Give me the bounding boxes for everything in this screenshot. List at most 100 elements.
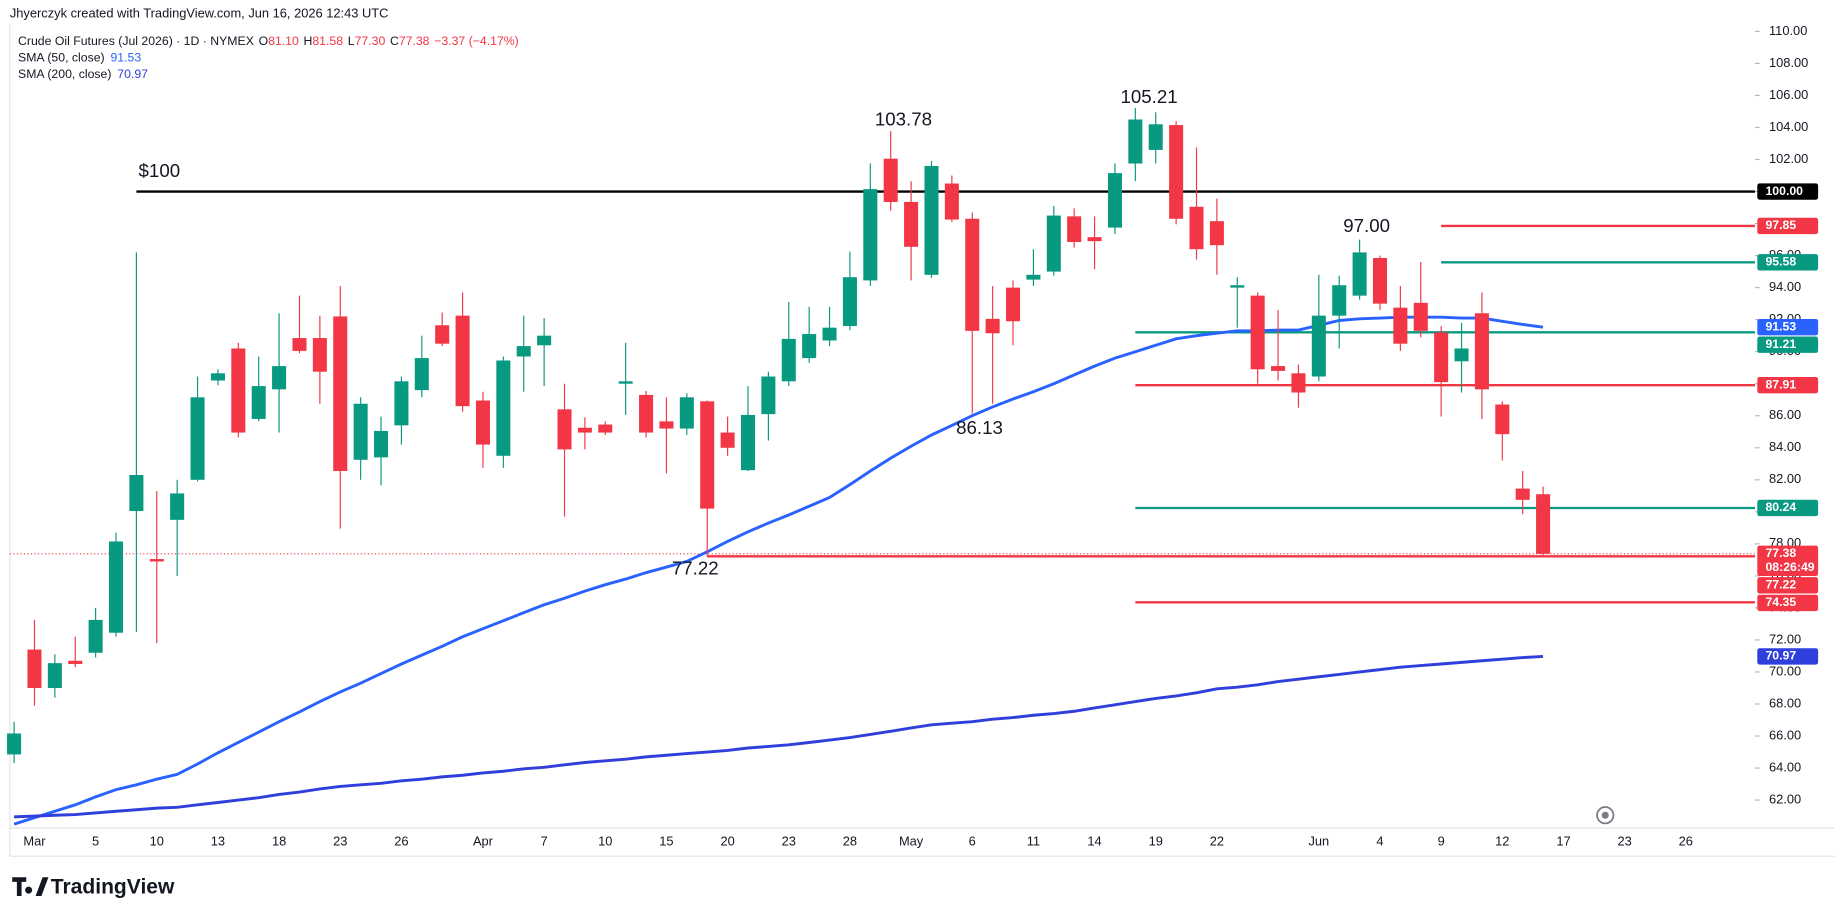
candle-body bbox=[1454, 348, 1469, 362]
candle-body bbox=[170, 493, 185, 520]
x-tick-label: 4 bbox=[1376, 834, 1383, 849]
price-box-label: 74.35 bbox=[1765, 595, 1796, 609]
y-tick-label: 106.00 bbox=[1769, 87, 1808, 102]
x-tick-label: 26 bbox=[1679, 834, 1693, 849]
candle-body bbox=[720, 432, 735, 448]
watermark: Jhyerczyk created with TradingView.com, … bbox=[10, 5, 389, 20]
y-tick-label: 104.00 bbox=[1769, 119, 1808, 134]
price-box-label: 08:26:49 bbox=[1765, 560, 1814, 574]
symbol: Crude Oil Futures (Jul 2026) · 1D · NYME… bbox=[18, 34, 254, 48]
candle-body bbox=[802, 334, 817, 359]
candle-body bbox=[659, 421, 674, 429]
x-tick-label: Apr bbox=[473, 834, 494, 849]
candle-body bbox=[1393, 307, 1408, 344]
candle-body bbox=[557, 409, 572, 450]
legend-header: Crude Oil Futures (Jul 2026) · 1D · NYME… bbox=[18, 34, 519, 48]
sma-line bbox=[13, 315, 1544, 826]
candle-body bbox=[129, 474, 144, 512]
price-box bbox=[1757, 648, 1819, 665]
annotation: 97.00 bbox=[1343, 215, 1390, 236]
candle-body bbox=[781, 338, 796, 382]
y-tick-label: 94.00 bbox=[1769, 279, 1801, 294]
candle-body bbox=[761, 376, 776, 415]
price-box bbox=[1757, 254, 1819, 271]
candle-body bbox=[618, 381, 633, 384]
candle-body bbox=[108, 541, 124, 633]
candle-body bbox=[965, 218, 980, 331]
x-tick-label: 12 bbox=[1495, 834, 1509, 849]
x-tick-label: Mar bbox=[23, 834, 46, 849]
x-tick-label: 13 bbox=[211, 834, 225, 849]
candle-body bbox=[292, 338, 307, 351]
candle-body bbox=[1352, 252, 1367, 296]
price-box bbox=[1757, 577, 1819, 594]
price-box-label: 70.97 bbox=[1765, 649, 1796, 663]
y-tick-label: 108.00 bbox=[1769, 55, 1808, 70]
candle-body bbox=[1067, 216, 1082, 242]
annotation: $100 bbox=[139, 160, 181, 181]
x-tick-label: 26 bbox=[394, 834, 408, 849]
candle-body bbox=[1413, 302, 1428, 331]
indicator-value: 70.97 bbox=[117, 67, 148, 81]
candle-body bbox=[985, 318, 1000, 334]
ohlc-value: 77.30 bbox=[355, 34, 386, 48]
candle-body bbox=[1169, 125, 1184, 219]
x-tick-label: 17 bbox=[1556, 834, 1570, 849]
ohlc-key: O bbox=[259, 34, 269, 48]
candle-body bbox=[1271, 366, 1286, 371]
candle-body bbox=[353, 403, 368, 460]
candle-body bbox=[1495, 404, 1510, 435]
candle-body bbox=[1250, 295, 1265, 370]
x-tick-label: 18 bbox=[272, 834, 286, 849]
candle-body bbox=[190, 397, 205, 480]
x-tick-label: 15 bbox=[659, 834, 673, 849]
candle-body bbox=[883, 158, 898, 202]
candle-body bbox=[1434, 332, 1449, 383]
price-box bbox=[1757, 594, 1819, 612]
candle-body bbox=[1474, 313, 1489, 390]
logo: TradingView bbox=[12, 875, 175, 898]
candle-body bbox=[1046, 215, 1061, 272]
candle-body bbox=[7, 733, 22, 755]
x-tick-label: 10 bbox=[598, 834, 612, 849]
candle-body bbox=[47, 663, 62, 688]
x-tick-label: Jun bbox=[1308, 834, 1329, 849]
candle-body bbox=[414, 358, 429, 391]
x-tick-label: 28 bbox=[843, 834, 857, 849]
price-box-label: 87.91 bbox=[1765, 377, 1796, 391]
y-tick-label: 72.00 bbox=[1769, 631, 1801, 646]
candle-body bbox=[944, 183, 959, 220]
price-box-label: 95.58 bbox=[1765, 255, 1796, 269]
candle-body bbox=[1148, 124, 1163, 150]
candle-body bbox=[822, 327, 837, 341]
candle-body bbox=[149, 559, 164, 562]
candle-body bbox=[639, 394, 654, 433]
annotation: 77.22 bbox=[672, 558, 719, 579]
candle-body bbox=[537, 335, 552, 346]
price-box bbox=[1757, 376, 1819, 394]
candle-body bbox=[1311, 315, 1326, 377]
price-labels: 100.00 97.85 95.58 91.21 87.91 80.24 77.22 74.3… bbox=[1757, 183, 1819, 665]
price-box bbox=[1757, 336, 1819, 353]
ohlc-key: C bbox=[390, 34, 399, 48]
candle-body bbox=[1291, 373, 1306, 393]
y-tick-label: 84.00 bbox=[1769, 439, 1801, 454]
x-tick-label: May bbox=[899, 834, 924, 849]
candle-body bbox=[272, 366, 287, 390]
candle-body bbox=[394, 381, 409, 426]
candle-body bbox=[210, 373, 225, 381]
price-box-label: 100.00 bbox=[1765, 184, 1803, 198]
candle-body bbox=[1332, 285, 1347, 316]
ohlc-value: 81.10 bbox=[268, 34, 299, 48]
y-tick-label: 102.00 bbox=[1769, 151, 1808, 166]
candle-body bbox=[842, 277, 857, 327]
x-tick-label: 20 bbox=[720, 834, 734, 849]
indicator-legend: SMA (200, close) 70.97 bbox=[18, 67, 148, 81]
y-tick-label: 86.00 bbox=[1769, 407, 1801, 422]
price-box bbox=[1757, 545, 1819, 577]
candle-body bbox=[1087, 237, 1102, 242]
candle-body bbox=[598, 424, 613, 433]
candle-body bbox=[312, 338, 327, 372]
candle-body bbox=[863, 189, 878, 281]
